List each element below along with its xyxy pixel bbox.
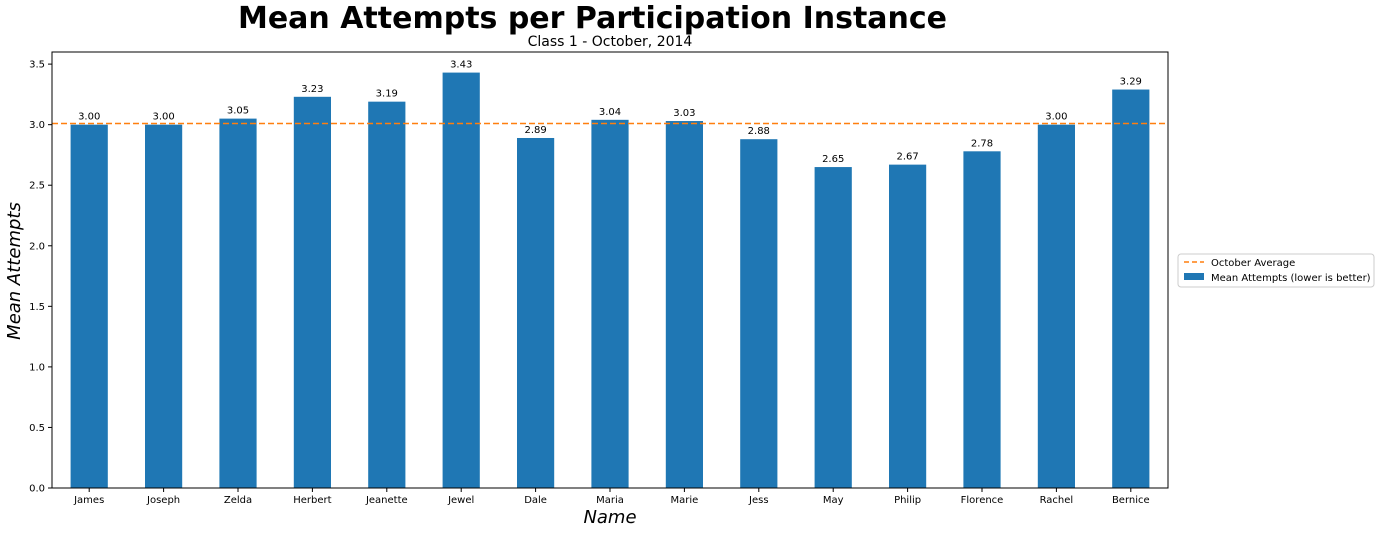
data-label-may: 2.65: [822, 154, 844, 165]
bar-maria: [591, 119, 629, 488]
data-label-jeanette: 3.19: [376, 89, 398, 100]
legend-bar-label: Mean Attempts (lower is better): [1211, 273, 1371, 284]
bars-layer: [70, 72, 1150, 489]
x-tick-label-jeanette: Jeanette: [365, 495, 408, 506]
data-label-jewel: 3.43: [450, 60, 472, 71]
data-label-philip: 2.67: [896, 152, 918, 163]
bar-jess: [740, 139, 778, 488]
x-tick-label-zelda: Zelda: [224, 495, 252, 506]
legend: October Average Mean Attempts (lower is …: [1177, 253, 1375, 288]
x-tick-label-marie: Marie: [670, 495, 698, 506]
y-axis-title: Mean Attempts: [4, 202, 25, 340]
data-label-bernice: 3.29: [1120, 77, 1142, 88]
x-tick-label-dale: Dale: [524, 495, 547, 506]
x-tick-label-joseph: Joseph: [146, 495, 180, 506]
y-tick-label: 3.5: [29, 60, 45, 71]
bar-jewel: [442, 72, 480, 488]
bar-florence: [963, 151, 1001, 488]
y-tick-label: 1.5: [29, 302, 45, 313]
data-labels-layer: 3.00 3.00 3.05 3.23 3.19 3.43 2.89 3.04 3.03 2.88…: [78, 60, 1142, 165]
bar-may: [814, 167, 852, 488]
axes-layer: James Joseph Zelda Herbert Jeanette Jewel Dale…: [29, 51, 1169, 506]
x-tick-label-jess: Jess: [748, 495, 769, 506]
legend-frame: [1177, 253, 1375, 288]
data-label-jess: 2.88: [748, 126, 770, 137]
data-label-herbert: 3.23: [301, 84, 323, 95]
y-tick-label: 1.0: [29, 362, 45, 373]
bar-jeanette: [368, 101, 406, 488]
x-tick-label-rachel: Rachel: [1040, 495, 1074, 506]
y-tick-label: 0.5: [29, 423, 45, 434]
bar-herbert: [293, 96, 331, 488]
chart-subtitle: Class 1 - October, 2014: [527, 34, 693, 50]
bar-james: [70, 124, 108, 489]
data-label-rachel: 3.00: [1045, 112, 1067, 123]
bar-joseph: [145, 124, 183, 489]
bar-philip: [889, 164, 927, 488]
y-tick-label: 3.0: [29, 120, 45, 131]
y-tick-label: 2.5: [29, 181, 45, 192]
plot-frame: [51, 51, 1169, 489]
legend-bar-swatch: [1184, 273, 1204, 280]
x-tick-label-jewel: Jewel: [447, 495, 474, 506]
x-tick-label-philip: Philip: [894, 495, 921, 506]
data-label-marie: 3.03: [673, 108, 695, 119]
y-tick-label: 0.0: [29, 484, 45, 495]
legend-reference-label: October Average: [1211, 258, 1295, 269]
bar-rachel: [1037, 124, 1075, 489]
bar-zelda: [219, 118, 257, 489]
x-tick-label-james: James: [73, 495, 104, 506]
data-label-dale: 2.89: [524, 125, 546, 136]
bar-dale: [517, 137, 555, 489]
x-tick-label-bernice: Bernice: [1112, 495, 1150, 506]
data-label-maria: 3.04: [599, 107, 621, 118]
bar-bernice: [1112, 89, 1150, 488]
x-tick-label-may: May: [823, 495, 844, 506]
x-tick-label-florence: Florence: [961, 495, 1004, 506]
x-tick-label-herbert: Herbert: [293, 495, 331, 506]
data-label-james: 3.00: [78, 112, 100, 123]
chart-title: Mean Attempts per Participation Instance: [237, 1, 948, 36]
bar-marie: [665, 121, 703, 488]
data-label-joseph: 3.00: [152, 112, 174, 123]
x-axis-title: Name: [583, 507, 636, 528]
data-label-zelda: 3.05: [227, 106, 249, 117]
x-tick-label-maria: Maria: [596, 495, 624, 506]
y-tick-label: 2.0: [29, 241, 45, 252]
data-label-florence: 2.78: [971, 138, 993, 149]
